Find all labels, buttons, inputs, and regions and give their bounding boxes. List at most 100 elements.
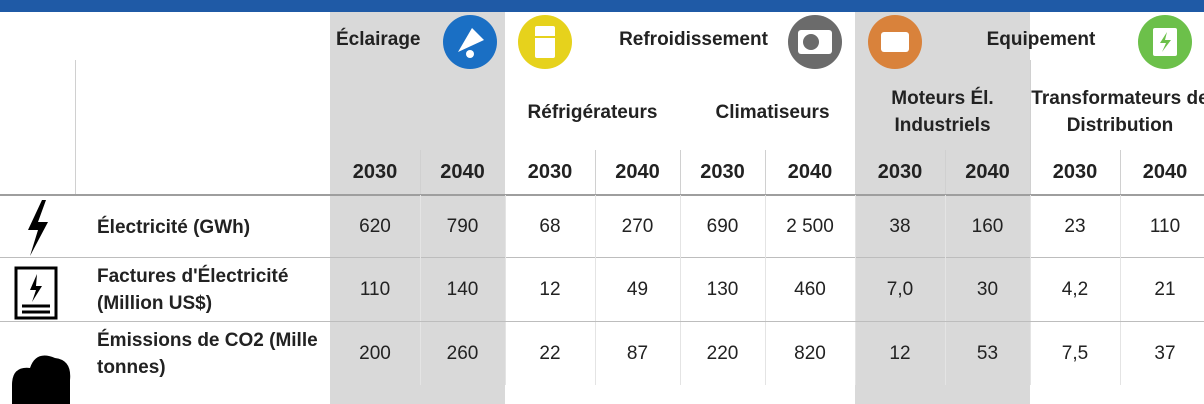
year-header: 2040 [1142, 161, 1188, 183]
cell: 37 [1154, 342, 1176, 364]
cell-divider [855, 258, 856, 321]
cell-divider [420, 258, 421, 321]
cell-shade [420, 258, 505, 322]
cell-divider [505, 258, 506, 321]
year-header: 2040 [440, 161, 485, 183]
cell: 23 [1064, 215, 1086, 237]
cell: 270 [621, 215, 654, 237]
cell: 790 [446, 215, 479, 237]
cell-shade [855, 258, 945, 322]
cell-divider [765, 322, 766, 385]
cell: 53 [976, 342, 999, 364]
cell: 12 [539, 278, 561, 300]
cell-shade [330, 322, 420, 404]
row-label: Émissions de CO2 (Mille tonnes) [97, 330, 318, 378]
cell: 140 [446, 278, 479, 300]
subheader: Climatiseurs [715, 101, 830, 123]
cell-shade [330, 258, 420, 322]
group-title: Éclairage [336, 29, 421, 50]
group-title: Refroidissement [619, 29, 768, 50]
cell-divider [1120, 195, 1121, 258]
cell: 68 [539, 215, 561, 237]
cell-divider [765, 258, 766, 321]
year-header: 2030 [700, 161, 745, 183]
rule [0, 257, 1204, 258]
cell-divider [680, 258, 681, 321]
divider [765, 150, 766, 195]
cell: 7,5 [1061, 342, 1089, 364]
cell: 620 [359, 215, 391, 237]
year-header: 2030 [1052, 161, 1098, 183]
cell-shade [945, 322, 1030, 404]
year-header: 2040 [615, 161, 660, 183]
cell-shade [855, 195, 945, 258]
cell: 4,2 [1061, 278, 1089, 300]
cell-divider [1030, 258, 1031, 321]
divider [1030, 60, 1031, 195]
cell: 2 500 [786, 215, 834, 237]
cell: 690 [706, 215, 739, 237]
cell-divider [680, 195, 681, 258]
cell-divider [505, 195, 506, 258]
divider [945, 150, 946, 195]
cell: 12 [889, 342, 911, 364]
divider [595, 150, 596, 195]
divider [680, 150, 681, 195]
cell-divider [1030, 195, 1031, 258]
rule [0, 194, 1204, 196]
cell-divider [855, 322, 856, 385]
rule [0, 321, 1204, 322]
year-header: 2040 [787, 161, 833, 183]
cell: 260 [446, 342, 479, 364]
cell-divider [855, 195, 856, 258]
divider [505, 12, 506, 195]
row-label: Électricité (GWh) [97, 216, 251, 238]
cell: 22 [539, 342, 561, 364]
cell-divider [595, 195, 596, 258]
cell-divider [1120, 258, 1121, 321]
cell-divider [595, 258, 596, 321]
cell-shade [420, 322, 505, 404]
row-label: Factures d'Électricité (Million US$) [97, 266, 289, 314]
cell: 460 [794, 278, 826, 300]
year-header: 2040 [965, 161, 1010, 183]
cell-divider [1030, 322, 1031, 385]
cell-divider [945, 195, 946, 258]
cell: 110 [359, 278, 391, 300]
cell-shade [945, 195, 1030, 258]
cell-divider [765, 195, 766, 258]
group-title: Equipement [986, 29, 1096, 50]
cell-divider [595, 322, 596, 385]
cell-shade [855, 322, 945, 404]
subheader: Réfrigérateurs [527, 101, 658, 123]
cell-divider [420, 195, 421, 258]
cell: 220 [706, 342, 739, 364]
cell-divider [945, 322, 946, 385]
top-band [0, 0, 1204, 12]
cell: 110 [1149, 215, 1181, 237]
cell: 87 [626, 342, 649, 364]
subheader: Transformateurs de Distribution [1031, 88, 1204, 136]
cell-divider [420, 322, 421, 385]
cell: 820 [794, 342, 826, 364]
cell-divider [505, 322, 506, 385]
cell-shade [945, 258, 1030, 322]
divider [1120, 150, 1121, 195]
cell: 200 [359, 342, 391, 364]
cell-divider [1120, 322, 1121, 385]
cell: 49 [626, 278, 649, 300]
cell-divider [680, 322, 681, 385]
cell: 38 [889, 215, 911, 237]
divider [420, 150, 421, 195]
divider [75, 60, 76, 195]
year-header: 2030 [877, 161, 923, 183]
year-header: 2030 [352, 161, 398, 183]
cell: 21 [1154, 278, 1176, 300]
cell: 30 [976, 278, 999, 300]
cell-shade [330, 195, 420, 258]
cell: 160 [971, 215, 1004, 237]
year-header: 2030 [527, 161, 573, 183]
cell-divider [945, 258, 946, 321]
